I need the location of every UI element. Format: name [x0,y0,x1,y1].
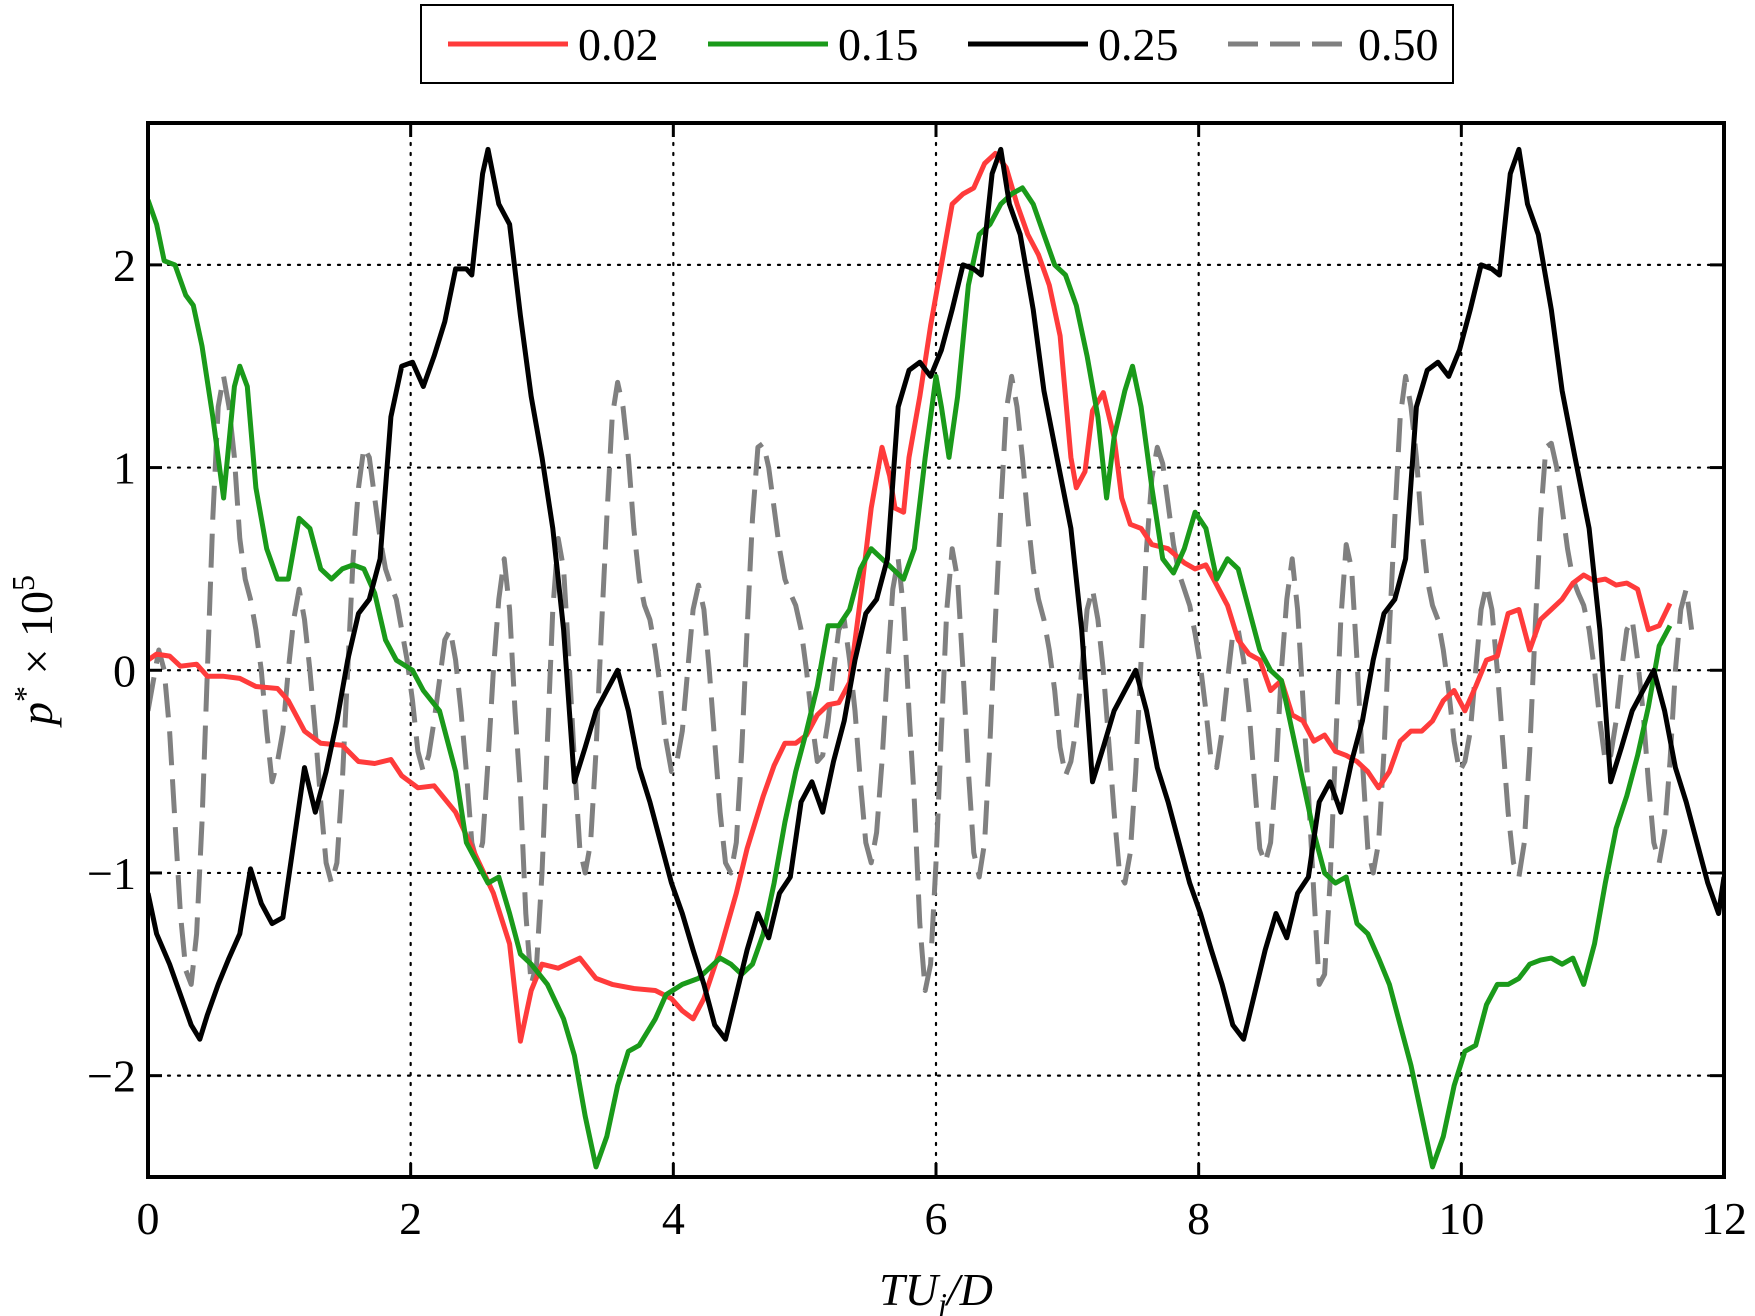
x-axis-label-t: TU [879,1264,941,1315]
ticks [146,123,1726,1177]
x-tick-label: 4 [662,1193,685,1244]
x-tick-label: 8 [1187,1193,1210,1244]
x-tick-label: 2 [399,1193,422,1244]
legend-label-3: 0.50 [1358,19,1439,70]
y-axis-label-exp: 5 [5,575,41,591]
y-tick-label: 2 [113,240,136,291]
series-line-0.25 [148,146,1724,1042]
x-axis-label: TUj/D [879,1264,993,1316]
x-tick-label: 10 [1438,1193,1484,1244]
series-line-0.50 [148,373,1695,993]
y-tick-label: −2 [87,1051,136,1102]
y-tick-label: 1 [113,443,136,494]
y-tick-label: 0 [113,645,136,696]
x-tick-label: 12 [1701,1193,1747,1244]
legend-label-1: 0.15 [838,19,919,70]
y-axis-label: p* × 105 [5,575,62,728]
y-axis-label-p: p [11,702,62,728]
x-axis-label-sub: j [934,1286,947,1316]
x-tick-label: 0 [137,1193,160,1244]
y-tick-label: −1 [87,848,136,899]
legend-label-0: 0.02 [578,19,659,70]
series-line-0.15 [148,185,1673,1170]
y-axis-label-star: * [7,686,43,702]
series-layer [148,146,1724,1170]
x-axis-label-rest: /D [944,1264,993,1315]
legend: 0.02 0.15 0.25 0.50 [420,4,1454,84]
x-tick-label: 6 [925,1193,948,1244]
legend-label-2: 0.25 [1098,19,1179,70]
y-axis-label-times: × 10 [11,591,62,686]
